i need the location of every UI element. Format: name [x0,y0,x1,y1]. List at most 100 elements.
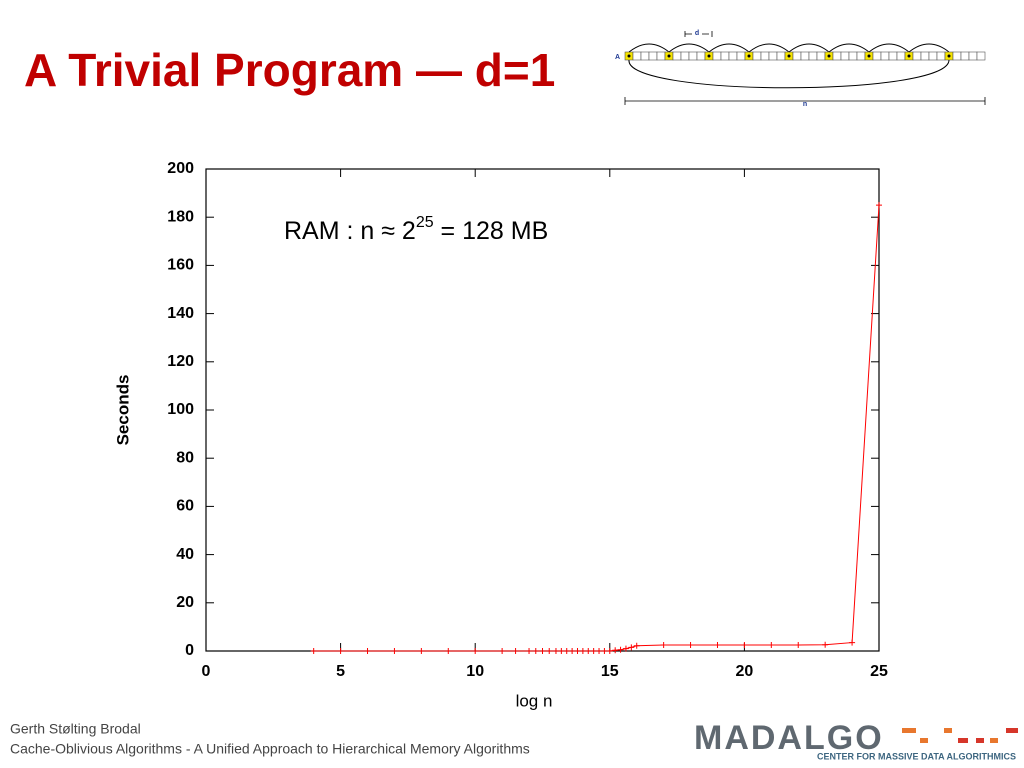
data-point [617,646,624,653]
data-point [601,648,608,654]
data-point [499,648,506,654]
step-bracket [684,31,713,37]
cell-dot [627,54,631,58]
data-point [574,648,581,654]
y-tick-label: 140 [167,305,194,322]
data-point [532,648,539,654]
data-point [539,648,546,654]
data-point [552,648,559,654]
array-cell [872,51,882,61]
array-cell [928,51,938,61]
array-cell [760,51,770,61]
cell-dot [947,54,951,58]
y-tick-label: 180 [167,208,194,225]
array-cell [640,51,650,61]
step-arc [908,43,950,53]
cell-dot [827,54,831,58]
data-point [337,648,344,654]
step-arc [708,43,750,53]
array-label: A [615,54,620,61]
data-point [579,648,586,654]
data-point [585,648,592,654]
annotation-exponent: 25 [416,214,434,231]
step-arc [748,43,790,53]
array-cell [920,51,930,61]
x-axis-label: log n [516,691,553,710]
array-cell [912,51,922,61]
data-point [418,648,425,654]
step-arc [628,43,670,53]
data-point [563,648,570,654]
footer-author: Gerth Stølting Brodal [10,721,141,737]
array-cell [768,51,778,61]
data-point [546,648,553,654]
annotation-text: RAM : n ≈ 2 [284,217,416,245]
data-point [391,648,398,654]
step-arc [668,43,710,53]
data-point [876,202,882,209]
data-point [795,641,802,648]
step-label: d [695,30,699,37]
array-cell [896,51,906,61]
logo-dashes [902,728,1018,743]
data-point [590,648,597,654]
array-cell [656,51,666,61]
array-cell [960,51,970,61]
data-point [622,645,629,652]
array-cell [880,51,890,61]
y-tick-label: 120 [167,353,194,370]
array-cell [752,51,762,61]
y-tick-label: 60 [176,498,194,515]
y-tick-label: 20 [176,594,194,611]
array-cell [672,51,682,61]
step-arc [788,43,830,53]
data-point [687,641,694,648]
y-tick-label: 160 [167,257,194,274]
array-cell [648,51,658,61]
data-point [741,641,748,648]
data-point [364,648,371,654]
data-line [313,205,880,652]
array-cell [792,51,802,61]
x-tick-label: 5 [336,663,345,680]
data-point [612,647,619,654]
array-cell [832,51,842,61]
array-cell [728,51,738,61]
array-cell [776,51,786,61]
x-tick-label: 20 [736,663,754,680]
array-cell [936,51,946,61]
logo-name: MADALGO [694,719,884,757]
data-point [660,641,667,648]
x-tick-label: 25 [870,663,888,680]
y-tick-label: 40 [176,546,194,563]
data-point [512,648,519,654]
array-cell [712,51,722,61]
y-tick-label: 100 [167,401,194,418]
data-point [310,648,317,654]
y-axis-label: Seconds [113,375,132,446]
array-cell [888,51,898,61]
annotation-rest: = 128 MB [434,217,549,245]
array-cell [856,51,866,61]
y-tick-label: 80 [176,449,194,466]
array-cell [688,51,698,61]
y-tick-label: 200 [167,160,194,177]
data-point [768,641,775,648]
cell-dot [747,54,751,58]
data-point [596,648,603,654]
annotation: RAM : n ≈ 225 = 128 MB [284,214,548,244]
data-point [445,648,452,654]
data-point [714,641,721,648]
cell-dot [787,54,791,58]
data-point [628,644,635,651]
data-point [822,641,829,648]
array-cell [632,51,642,61]
length-label: n [803,101,807,108]
step-arc [828,43,870,53]
data-point [472,648,479,654]
logo-tagline: CENTER FOR MASSIVE DATA ALGORITHMICS [817,751,1016,761]
y-tick-label: 0 [185,642,194,659]
array-cell [968,51,978,61]
array-cell [808,51,818,61]
